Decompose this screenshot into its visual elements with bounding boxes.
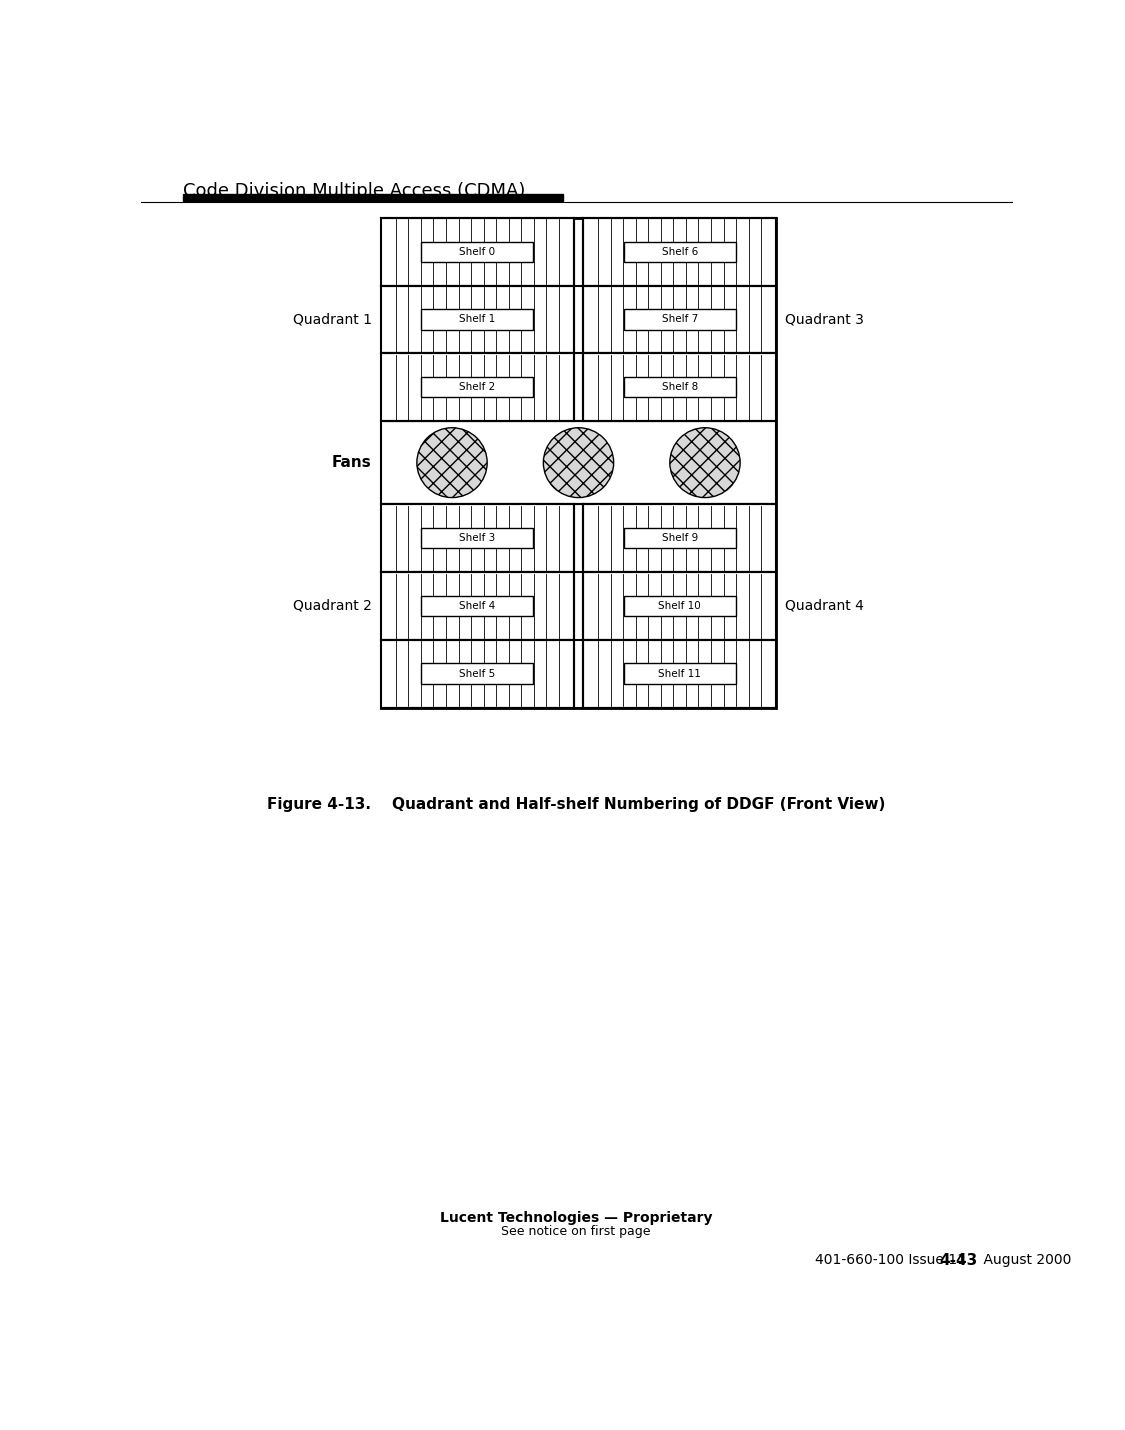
Text: Quadrant 1: Quadrant 1 xyxy=(292,312,371,326)
Bar xyxy=(583,286,776,353)
Text: Shelf 6: Shelf 6 xyxy=(662,247,698,256)
Bar xyxy=(422,596,533,616)
Text: Shelf 11: Shelf 11 xyxy=(658,669,701,679)
Text: Shelf 9: Shelf 9 xyxy=(662,533,698,543)
Text: Shelf 10: Shelf 10 xyxy=(658,601,701,611)
Bar xyxy=(422,664,533,684)
Bar xyxy=(623,309,736,329)
Text: Shelf 1: Shelf 1 xyxy=(459,315,495,325)
Bar xyxy=(381,420,776,505)
Bar xyxy=(623,378,736,398)
Bar xyxy=(381,639,574,708)
Text: Fans: Fans xyxy=(332,455,371,470)
Bar xyxy=(623,596,736,616)
Bar xyxy=(381,505,574,572)
Circle shape xyxy=(669,428,740,498)
Text: Quadrant 2: Quadrant 2 xyxy=(292,599,371,613)
Text: Shelf 7: Shelf 7 xyxy=(662,315,698,325)
Text: Shelf 4: Shelf 4 xyxy=(459,601,495,611)
Bar xyxy=(583,505,776,572)
Bar xyxy=(183,194,562,200)
Text: Lucent Technologies — Proprietary: Lucent Technologies — Proprietary xyxy=(440,1211,712,1226)
Bar xyxy=(422,378,533,398)
Bar xyxy=(381,286,574,353)
Text: Shelf 2: Shelf 2 xyxy=(459,382,495,392)
Bar xyxy=(583,572,776,639)
Text: Shelf 3: Shelf 3 xyxy=(459,533,495,543)
Bar xyxy=(381,572,574,639)
Bar xyxy=(623,242,736,262)
Text: 401-660-100 Issue 11    August 2000: 401-660-100 Issue 11 August 2000 xyxy=(814,1254,1071,1267)
Circle shape xyxy=(417,428,487,498)
Bar xyxy=(422,309,533,329)
Text: See notice on first page: See notice on first page xyxy=(502,1226,651,1238)
Bar xyxy=(583,353,776,420)
Text: Code Division Multiple Access (CDMA): Code Division Multiple Access (CDMA) xyxy=(183,183,525,200)
Bar xyxy=(381,217,574,286)
Text: Shelf 5: Shelf 5 xyxy=(459,669,495,679)
Bar xyxy=(422,242,533,262)
Bar xyxy=(583,639,776,708)
Text: Shelf 0: Shelf 0 xyxy=(459,247,495,256)
Bar xyxy=(623,664,736,684)
Circle shape xyxy=(543,428,613,498)
Bar xyxy=(623,528,736,548)
Text: 4-43: 4-43 xyxy=(939,1254,978,1268)
Text: Shelf 8: Shelf 8 xyxy=(662,382,698,392)
Text: Figure 4-13.    Quadrant and Half-shelf Numbering of DDGF (Front View): Figure 4-13. Quadrant and Half-shelf Num… xyxy=(267,797,885,812)
Bar xyxy=(583,217,776,286)
Text: Quadrant 4: Quadrant 4 xyxy=(785,599,864,613)
Text: Quadrant 3: Quadrant 3 xyxy=(785,312,864,326)
Bar xyxy=(381,353,574,420)
Bar xyxy=(422,528,533,548)
Bar xyxy=(381,217,776,708)
